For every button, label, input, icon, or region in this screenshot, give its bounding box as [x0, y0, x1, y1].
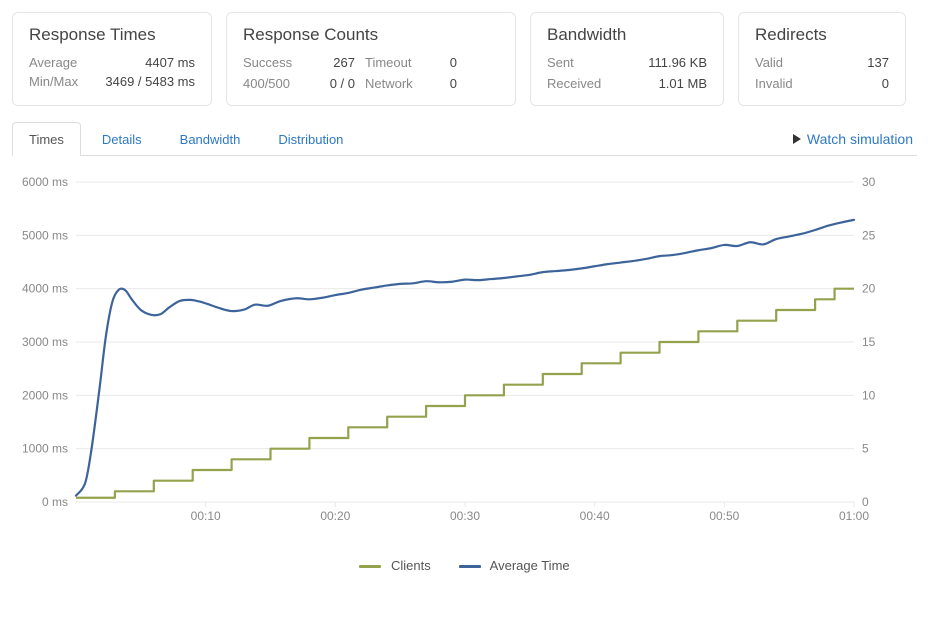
- svg-text:01:00: 01:00: [839, 509, 869, 523]
- svg-text:00:40: 00:40: [580, 509, 610, 523]
- svg-text:20: 20: [862, 282, 876, 296]
- tab-distribution[interactable]: Distribution: [261, 122, 360, 156]
- svg-text:00:10: 00:10: [191, 509, 221, 523]
- svg-text:5: 5: [862, 442, 869, 456]
- svg-text:1000 ms: 1000 ms: [22, 442, 68, 456]
- rc-success-label: Success: [243, 55, 313, 70]
- rc-err-label: 400/500: [243, 76, 313, 91]
- rc-network-label: Network: [365, 76, 437, 91]
- card-response-counts: Response Counts Success 267 Timeout 0 40…: [226, 12, 516, 106]
- svg-text:3000 ms: 3000 ms: [22, 335, 68, 349]
- svg-text:5000 ms: 5000 ms: [22, 228, 68, 242]
- bw-sent-label: Sent: [547, 55, 619, 70]
- tab-bandwidth[interactable]: Bandwidth: [163, 122, 258, 156]
- rc-success-value: 267: [313, 55, 365, 70]
- rd-invalid-value: 0: [827, 76, 889, 91]
- rd-invalid-label: Invalid: [755, 76, 827, 91]
- rd-valid-label: Valid: [755, 55, 827, 70]
- svg-text:00:50: 00:50: [709, 509, 739, 523]
- bw-sent-value: 111.96 KB: [619, 55, 707, 70]
- legend-average-time: Average Time: [459, 558, 570, 573]
- summary-cards: Response Times Average 4407 ms Min/Max 3…: [12, 12, 917, 106]
- card-title: Response Counts: [243, 25, 499, 45]
- legend-clients-label: Clients: [391, 558, 431, 573]
- card-bandwidth: Bandwidth Sent 111.96 KB Received 1.01 M…: [530, 12, 724, 106]
- card-title: Bandwidth: [547, 25, 707, 45]
- rt-average-value: 4407 ms: [145, 55, 195, 70]
- card-title: Redirects: [755, 25, 889, 45]
- svg-text:6000 ms: 6000 ms: [22, 175, 68, 189]
- svg-text:15: 15: [862, 335, 876, 349]
- svg-text:4000 ms: 4000 ms: [22, 282, 68, 296]
- rt-minmax-row: Min/Max 3469 / 5483 ms: [29, 74, 195, 89]
- play-icon: [793, 134, 801, 144]
- rt-average-label: Average: [29, 55, 77, 70]
- watch-simulation-label: Watch simulation: [807, 131, 913, 147]
- tab-bar: Times Details Bandwidth Distribution Wat…: [12, 122, 917, 156]
- svg-text:00:20: 00:20: [320, 509, 350, 523]
- legend-swatch-average-time: [459, 565, 481, 568]
- svg-text:25: 25: [862, 228, 876, 242]
- rt-average-row: Average 4407 ms: [29, 55, 195, 70]
- rc-timeout-label: Timeout: [365, 55, 437, 70]
- rc-timeout-value: 0: [437, 55, 467, 70]
- svg-text:30: 30: [862, 175, 876, 189]
- rt-minmax-value: 3469 / 5483 ms: [105, 74, 195, 89]
- rd-valid-value: 137: [827, 55, 889, 70]
- chart-legend: Clients Average Time: [12, 558, 917, 573]
- tab-details[interactable]: Details: [85, 122, 159, 156]
- card-title: Response Times: [29, 25, 195, 45]
- rc-err-value: 0 / 0: [313, 76, 365, 91]
- card-redirects: Redirects Valid 137 Invalid 0: [738, 12, 906, 106]
- card-response-times: Response Times Average 4407 ms Min/Max 3…: [12, 12, 212, 106]
- svg-text:2000 ms: 2000 ms: [22, 388, 68, 402]
- tab-times[interactable]: Times: [12, 122, 81, 156]
- bw-received-value: 1.01 MB: [619, 76, 707, 91]
- svg-text:10: 10: [862, 388, 876, 402]
- chart-svg: 0 ms 1000 ms 2000 ms 3000 ms 4000 ms 5000 ms 6…: [12, 172, 912, 552]
- rc-network-value: 0: [437, 76, 467, 91]
- watch-simulation-link[interactable]: Watch simulation: [793, 131, 917, 147]
- legend-swatch-clients: [359, 565, 381, 568]
- rt-minmax-label: Min/Max: [29, 74, 78, 89]
- times-chart: 0 ms 1000 ms 2000 ms 3000 ms 4000 ms 5000 ms 6…: [12, 156, 917, 577]
- svg-text:0 ms: 0 ms: [42, 495, 68, 509]
- svg-text:00:30: 00:30: [450, 509, 480, 523]
- tab-list: Times Details Bandwidth Distribution: [12, 122, 364, 156]
- bw-received-label: Received: [547, 76, 619, 91]
- svg-text:0: 0: [862, 495, 869, 509]
- legend-clients: Clients: [359, 558, 430, 573]
- legend-average-time-label: Average Time: [490, 558, 570, 573]
